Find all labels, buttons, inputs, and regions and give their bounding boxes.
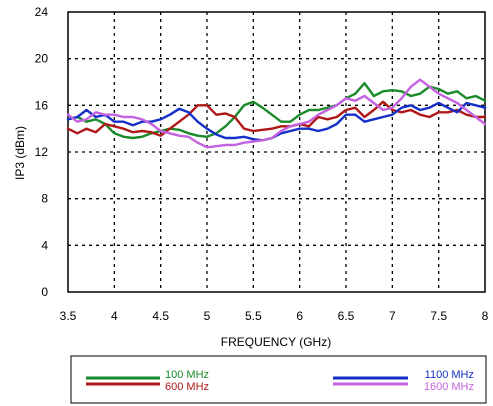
y-tick-label: 4 [41,238,48,252]
x-tick-label: 4 [111,309,118,323]
legend-label: 1600 MHz [424,381,474,393]
legend-label: 100 MHz [165,369,209,381]
y-tick-label: 16 [35,98,49,112]
x-tick-label: 6 [296,309,303,323]
x-tick-label: 4.5 [152,309,169,323]
series-lines [66,78,487,149]
series-line-1600-mhz [66,78,487,149]
y-axis-label: IP3 (dBm) [13,126,27,180]
x-tick-label: 6.5 [338,309,355,323]
legend-label: 600 MHz [165,381,209,393]
y-tick-label: 0 [41,285,48,299]
y-tick-label: 24 [35,5,49,19]
x-axis-label: FREQUENCY (GHz) [221,335,331,349]
y-tick-label: 20 [35,52,49,66]
x-tick-label: 5.5 [245,309,262,323]
x-tick-label: 3.5 [60,309,77,323]
y-tick-label: 12 [35,145,49,159]
x-tick-label: 8 [482,309,489,323]
x-tick-label: 7.5 [430,309,447,323]
x-axis-ticks: 3.5 4 4.5 5 5.5 6 6.5 7 7.5 8 [60,309,489,323]
plot-frame [67,11,486,293]
grid-lines [68,12,485,292]
series-line-600-mhz [66,100,487,137]
legend-label: 1100 MHz [425,369,474,381]
y-axis-ticks: 0 4 8 12 16 20 24 [35,5,49,299]
x-tick-label: 5 [204,309,211,323]
x-tick-label: 7 [389,309,396,323]
series-line-100-mhz [66,81,487,140]
y-tick-label: 8 [41,192,48,206]
